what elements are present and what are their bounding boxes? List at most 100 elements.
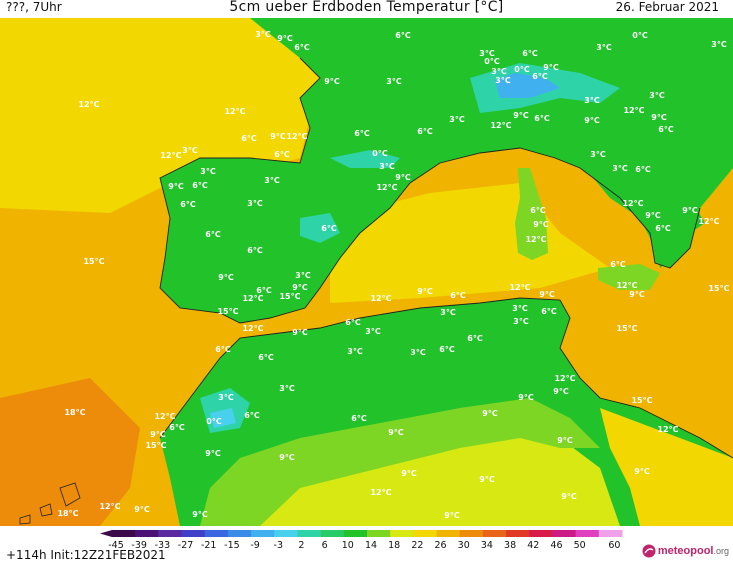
temperature-label: 6°C <box>258 353 274 362</box>
temperature-label: 9°C <box>561 492 577 501</box>
temperature-label: 6°C <box>530 206 546 215</box>
temperature-label: 0°C <box>632 31 648 40</box>
alps-cold <box>495 73 560 98</box>
temperature-label: 3°C <box>386 77 402 86</box>
temperature-label: 9°C <box>557 436 573 445</box>
land-africa-warm <box>250 418 620 526</box>
legend-swatch <box>552 530 577 537</box>
temperature-label: 12°C <box>99 502 120 511</box>
temperature-label: 3°C <box>495 76 511 85</box>
legend-tick-label: -9 <box>250 540 259 550</box>
coastline <box>159 57 701 324</box>
sierra-cool <box>300 213 340 243</box>
temperature-label: 12°C <box>623 106 644 115</box>
temperature-label: 15°C <box>279 292 300 301</box>
temperature-label: 12°C <box>622 199 643 208</box>
temperature-label: 3°C <box>264 176 280 185</box>
temperature-label: 9°C <box>150 430 166 439</box>
temperature-label: 6°C <box>354 129 370 138</box>
legend-swatch <box>204 530 229 537</box>
temperature-label: 9°C <box>279 453 295 462</box>
temperature-label: 9°C <box>417 287 433 296</box>
color-scale-legend: -45 -39 -33 -27 -21 -15 -9 -3 2 6 10 14 18 22 26 30 34 38… <box>100 530 623 550</box>
temperature-label: 15°C <box>145 441 166 450</box>
temperature-label: 12°C <box>509 283 530 292</box>
temperature-label: 0°C <box>514 65 530 74</box>
temperature-label: 15°C <box>631 396 652 405</box>
temperature-label: 12°C <box>160 151 181 160</box>
temperature-label: 18°C <box>57 509 78 518</box>
temperature-label: 3°C <box>379 162 395 171</box>
temperature-label: 6°C <box>439 345 455 354</box>
legend-swatch <box>158 530 183 537</box>
temperature-labels: 3°C 9°C6°C6°C 0°C3°C3°C 6°C3°C0°C3°C 0°C 9°C3… <box>57 30 729 520</box>
temperature-label: 3°C <box>612 164 628 173</box>
temperature-label: 6°C <box>532 72 548 81</box>
temperature-label: 3°C <box>410 348 426 357</box>
temperature-label: 12°C <box>616 281 637 290</box>
temperature-label: 6°C <box>244 411 260 420</box>
temperature-label: 12°C <box>154 412 175 421</box>
legend-swatch <box>297 530 322 537</box>
legend-tick-label: -15 <box>224 540 240 550</box>
legend-tick-label: -39 <box>131 540 147 550</box>
legend-tick-label: 38 <box>504 540 516 550</box>
valid-time-label: ???, 7Uhr <box>6 0 62 14</box>
legend-tick-label: 14 <box>365 540 377 550</box>
temperature-label: 12°C <box>78 100 99 109</box>
temperature-label: 6°C <box>351 414 367 423</box>
temperature-label: 12°C <box>525 235 546 244</box>
legend-tick-label: 26 <box>434 540 446 550</box>
temperature-label: 12°C <box>224 107 245 116</box>
temperature-label: 9°C <box>205 449 221 458</box>
temperature-label: 9°C <box>168 182 184 191</box>
temperature-label: 15°C <box>83 257 104 266</box>
meteopool-logo[interactable]: meteopool.org <box>642 544 729 558</box>
map-header: ???, 7Uhr 5cm ueber Erdboden Temperatur … <box>0 0 733 18</box>
temperature-label: 6°C <box>534 114 550 123</box>
legend-swatch <box>413 530 438 537</box>
logo-main: meteo <box>657 545 691 557</box>
legend-swatch <box>459 530 484 537</box>
temperature-label: 6°C <box>169 423 185 432</box>
legend-tick-label: -33 <box>155 540 171 550</box>
temperature-label: 3°C <box>182 146 198 155</box>
legend-tick-label: -27 <box>178 540 194 550</box>
model-run-info: +114h Init:12Z21FEB2021 <box>6 548 166 562</box>
temperature-label: 9°C <box>513 111 529 120</box>
temperature-label: 0°C <box>372 149 388 158</box>
legend-tick-label: 2 <box>298 540 304 550</box>
temperature-label: 9°C <box>395 173 411 182</box>
temperature-label: 9°C <box>388 428 404 437</box>
temperature-label: 3°C <box>649 91 665 100</box>
temperature-label: 3°C <box>449 115 465 124</box>
temperature-label: 9°C <box>277 34 293 43</box>
temperature-label: 3°C <box>279 384 295 393</box>
legend-tick-label: 34 <box>481 540 493 550</box>
temperature-label: 3°C <box>247 199 263 208</box>
temperature-label: 9°C <box>629 290 645 299</box>
temperature-label: 6°C <box>658 125 674 134</box>
temperature-label: 9°C <box>482 409 498 418</box>
logo-text: meteopool.org <box>658 545 729 557</box>
temperature-label: 12°C <box>242 324 263 333</box>
legend-arrow <box>100 530 112 537</box>
temperature-label: 6°C <box>256 286 272 295</box>
temperature-label: 6°C <box>294 43 310 52</box>
temperature-label: 6°C <box>247 246 263 255</box>
legend-tick-label: 6 <box>322 540 328 550</box>
temperature-label: 3°C <box>584 96 600 105</box>
temperature-label: 3°C <box>596 43 612 52</box>
logo-globe-icon <box>642 544 656 558</box>
temperature-label: 15°C <box>217 307 238 316</box>
temperature-label: 9°C <box>479 475 495 484</box>
temperature-label: 3°C <box>440 308 456 317</box>
canary-islands <box>19 482 81 525</box>
legend-swatch <box>598 530 623 537</box>
temperature-label: 9°C <box>192 510 208 519</box>
temperature-label: 6°C <box>450 291 466 300</box>
legend-swatch <box>436 530 461 537</box>
temperature-label: 3°C <box>347 347 363 356</box>
logo-tld: .org <box>713 546 729 556</box>
atlas-cold <box>210 408 236 428</box>
